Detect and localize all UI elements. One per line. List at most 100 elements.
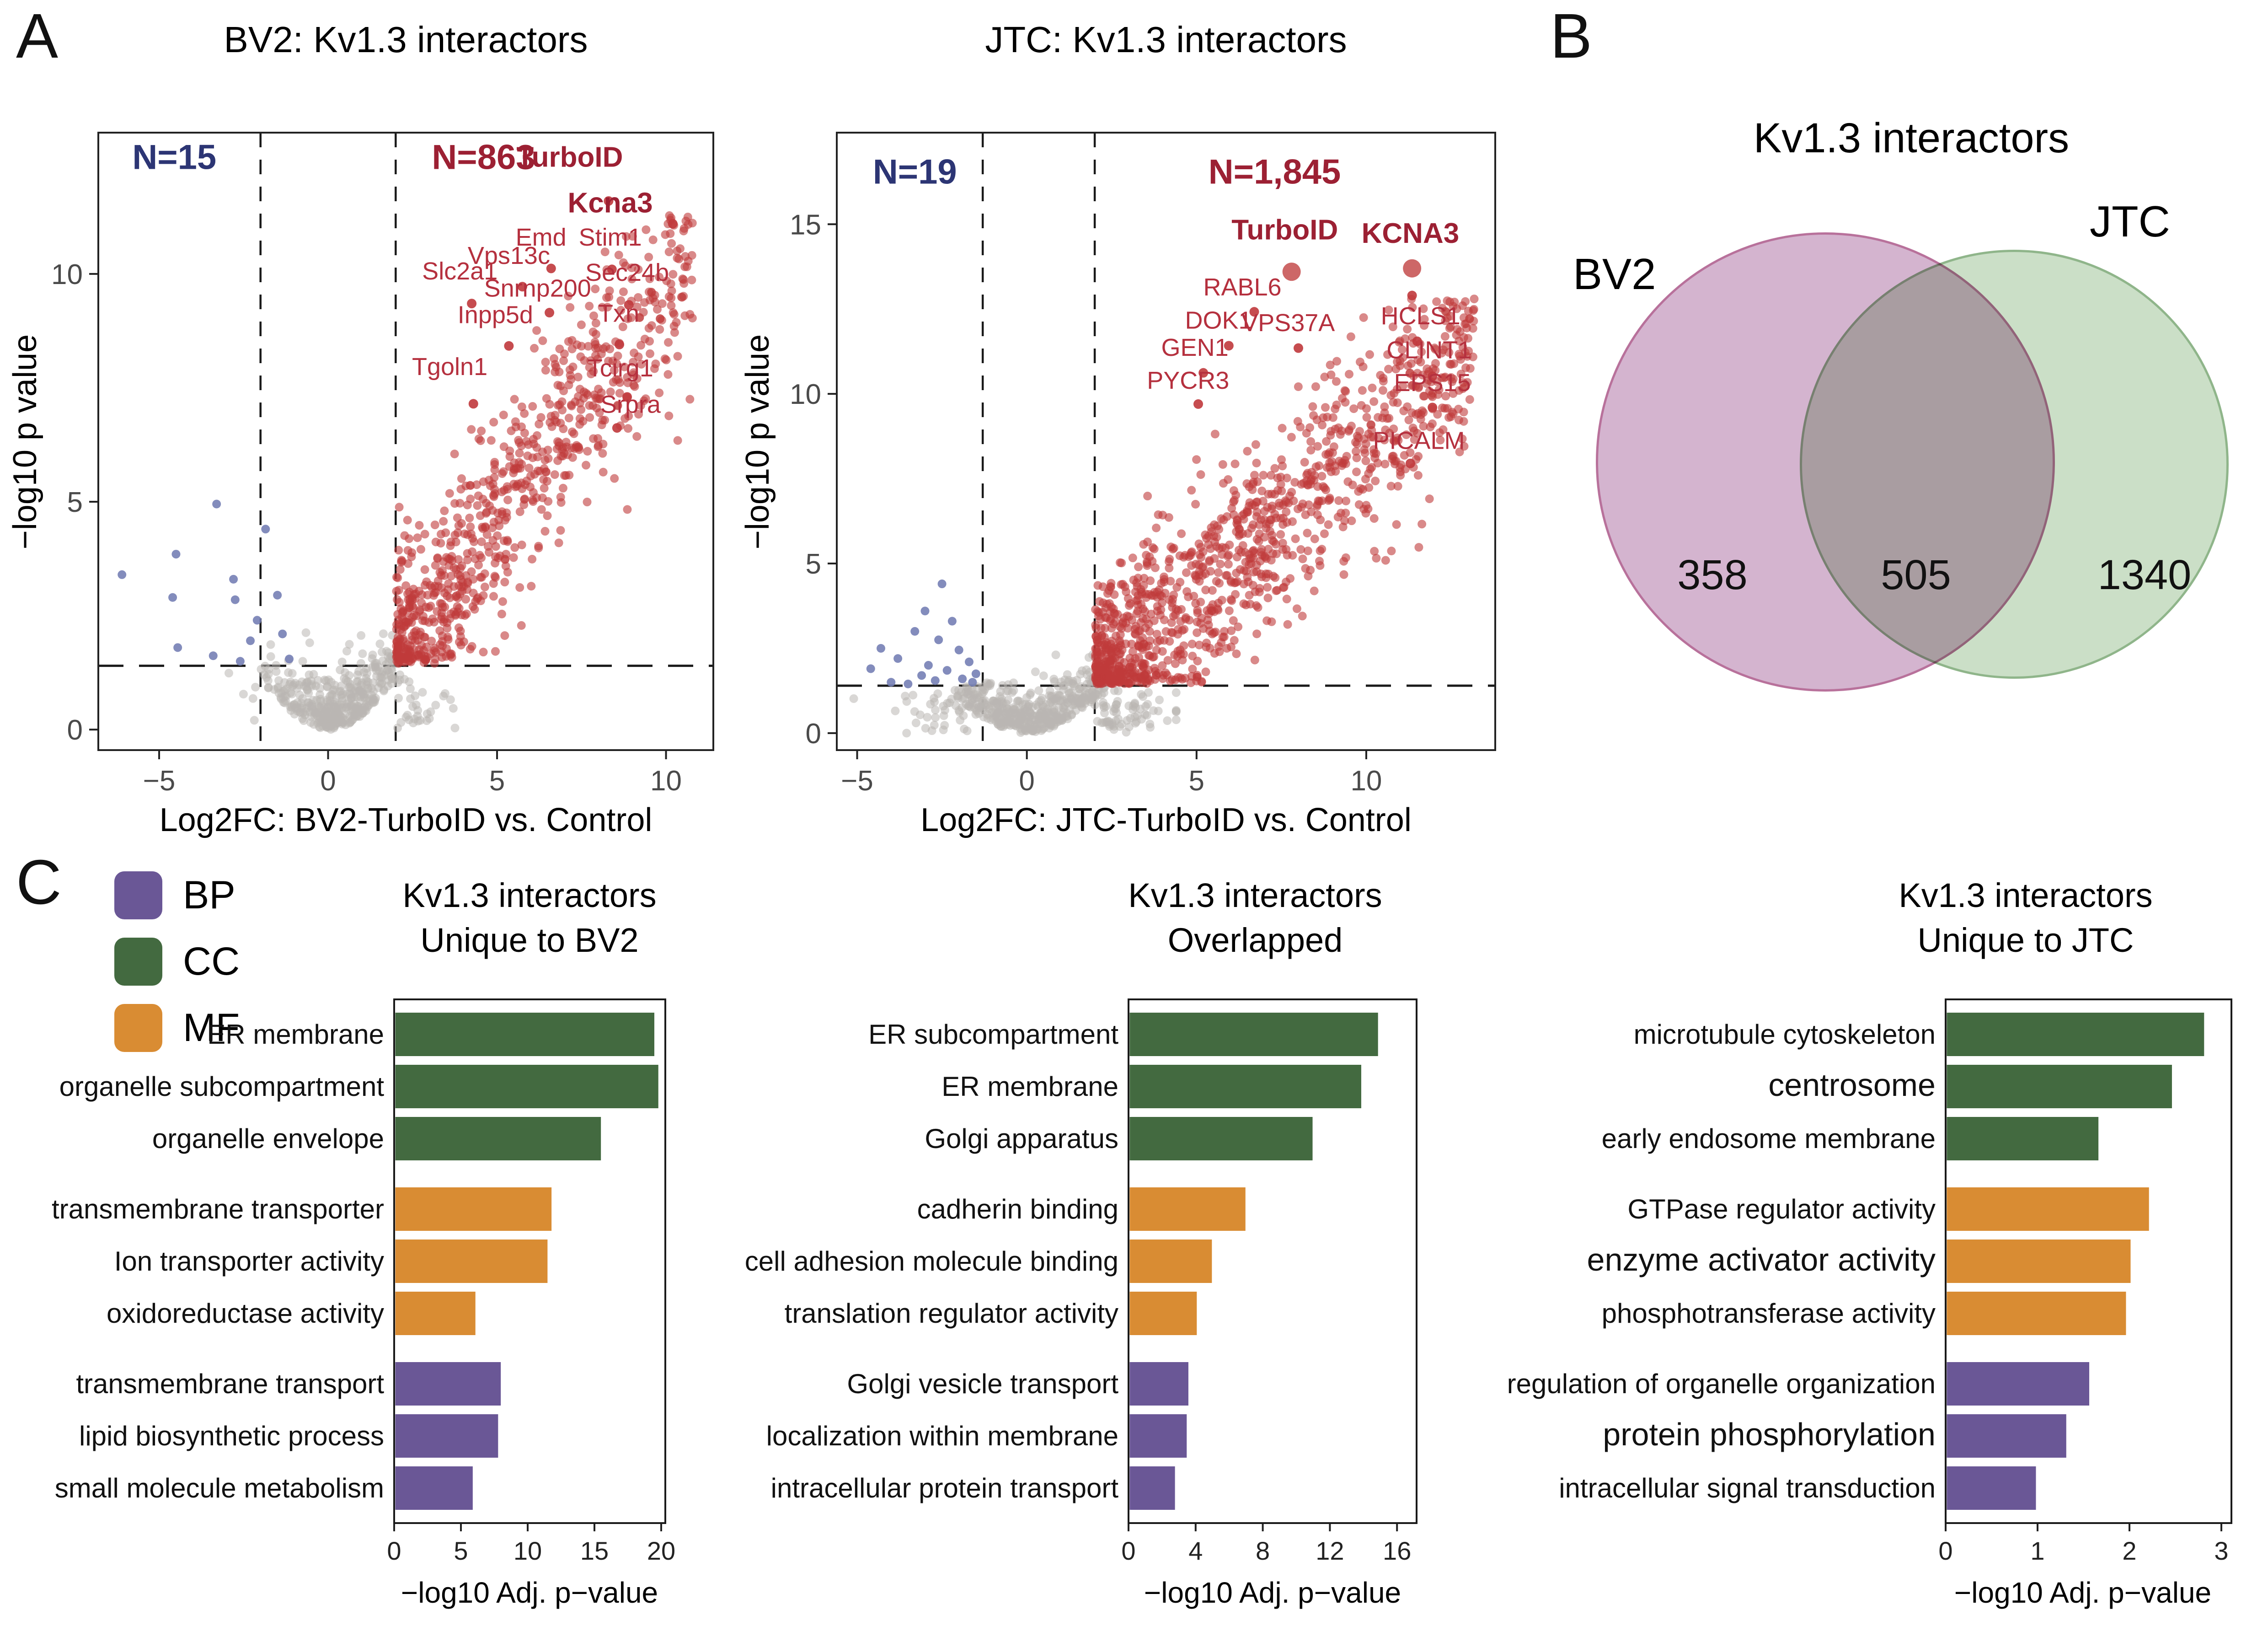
volcano-point-up <box>539 475 548 484</box>
volcano-point-up <box>395 503 404 512</box>
volcano-point-up <box>682 262 691 271</box>
volcano-point-up <box>1310 471 1319 480</box>
volcano-point-up <box>482 530 492 539</box>
volcano-point-up <box>1123 594 1133 603</box>
volcano-point-ns <box>1124 701 1134 710</box>
gene-point <box>1193 399 1204 409</box>
volcano-point-up <box>1458 301 1467 310</box>
volcano-point-up <box>517 621 526 630</box>
volcano-point-up <box>503 568 512 577</box>
volcano-point-up <box>1465 395 1474 404</box>
volcano-point-up <box>456 564 465 573</box>
volcano-point-up <box>1091 621 1100 630</box>
volcano-point-up <box>1339 570 1348 579</box>
volcano-point-up <box>1420 315 1429 324</box>
volcano-point-up <box>455 638 464 647</box>
volcano-point-up <box>536 413 546 422</box>
volcano-bv2-ylabel: −log10 p value <box>7 334 43 550</box>
volcano-point-up <box>1307 507 1316 516</box>
volcano-point-up <box>1389 397 1398 407</box>
gene-point <box>612 423 622 433</box>
volcano-point-up <box>542 467 551 477</box>
volcano-point-up <box>1262 569 1271 579</box>
volcano-point-up <box>655 388 664 397</box>
go-category-label: protein phosphorylation <box>1603 1417 1936 1452</box>
volcano-point-up <box>493 509 503 518</box>
volcano-point-up <box>1294 382 1303 391</box>
volcano-point-up <box>1178 655 1187 665</box>
volcano-point-up <box>1105 654 1114 663</box>
volcano-point-up <box>1380 402 1389 411</box>
volcano-point-up <box>407 631 417 640</box>
volcano-point-down <box>173 643 182 652</box>
volcano-point-up <box>438 653 447 662</box>
gene-label: Stim1 <box>579 224 642 251</box>
volcano-point-up <box>436 530 445 539</box>
volcano-point-ns <box>1155 695 1164 704</box>
volcano-point-up <box>515 449 524 458</box>
volcano-point-up <box>1252 601 1261 610</box>
volcano-point-up <box>573 372 583 381</box>
y-tick-label: 0 <box>806 718 821 750</box>
volcano-point-up <box>1218 460 1227 469</box>
volcano-point-up <box>1217 514 1226 523</box>
volcano-point-up <box>1187 486 1196 495</box>
volcano-point-up <box>1282 595 1291 604</box>
volcano-point-up <box>562 442 571 451</box>
volcano-point-ns <box>266 652 275 661</box>
volcano-point-up <box>1352 467 1361 477</box>
volcano-point-up <box>580 356 589 365</box>
volcano-point-up <box>1374 434 1383 443</box>
volcano-point-up <box>472 480 481 489</box>
volcano-point-up <box>1306 437 1316 446</box>
volcano-point-up <box>1267 471 1276 480</box>
volcano-point-up <box>653 305 662 314</box>
volcano-point-up <box>430 659 439 668</box>
volcano-point-up <box>1100 633 1109 642</box>
volcano-point-up <box>430 521 439 530</box>
volcano-point-up <box>462 609 471 618</box>
volcano-point-up <box>394 546 403 555</box>
volcano-point-up <box>511 417 520 426</box>
go-bar <box>1129 1240 1212 1283</box>
volcano-point-ns <box>902 729 911 738</box>
volcano-point-up <box>1138 614 1147 623</box>
volcano-point-ns <box>1049 675 1059 684</box>
volcano-point-up <box>473 593 482 602</box>
volcano-point-ns <box>345 671 354 680</box>
volcano-point-up <box>550 354 559 363</box>
volcano-point-up <box>556 451 566 461</box>
go-category-label: centrosome <box>1768 1067 1936 1103</box>
volcano-point-up <box>473 501 482 510</box>
venn-count-overlap: 505 <box>1881 552 1951 598</box>
volcano-point-up <box>547 422 556 431</box>
gene-label: Inpp5d <box>458 301 533 328</box>
volcano-point-up <box>1428 419 1437 429</box>
volcano-point-up <box>517 540 526 549</box>
volcano-point-ns <box>1084 653 1093 662</box>
volcano-point-up <box>1344 370 1353 379</box>
volcano-point-down <box>954 645 963 655</box>
volcano-point-up <box>1456 370 1466 379</box>
volcano-point-down <box>261 525 270 534</box>
volcano-point-up <box>467 425 476 434</box>
volcano-point-up <box>1418 520 1427 529</box>
volcano-point-up <box>420 580 429 590</box>
volcano-point-up <box>678 274 687 284</box>
volcano-point-up <box>1111 631 1120 640</box>
volcano-point-up <box>440 506 449 515</box>
volcano-point-up <box>1173 625 1182 634</box>
volcano-point-up <box>583 447 592 456</box>
venn-set-label-jtc: JTC <box>2090 197 2170 246</box>
volcano-point-up <box>454 555 463 564</box>
volcano-point-up <box>1324 520 1333 529</box>
volcano-point-ns <box>358 649 367 658</box>
volcano-point-up <box>578 417 588 426</box>
volcano-point-up <box>541 358 550 367</box>
volcano-point-up <box>637 341 646 350</box>
volcano-point-up <box>1171 675 1180 684</box>
volcano-point-up <box>1205 644 1214 653</box>
volcano-point-up <box>1147 609 1156 618</box>
volcano-point-up <box>1389 436 1398 445</box>
volcano-point-ns <box>282 684 291 693</box>
